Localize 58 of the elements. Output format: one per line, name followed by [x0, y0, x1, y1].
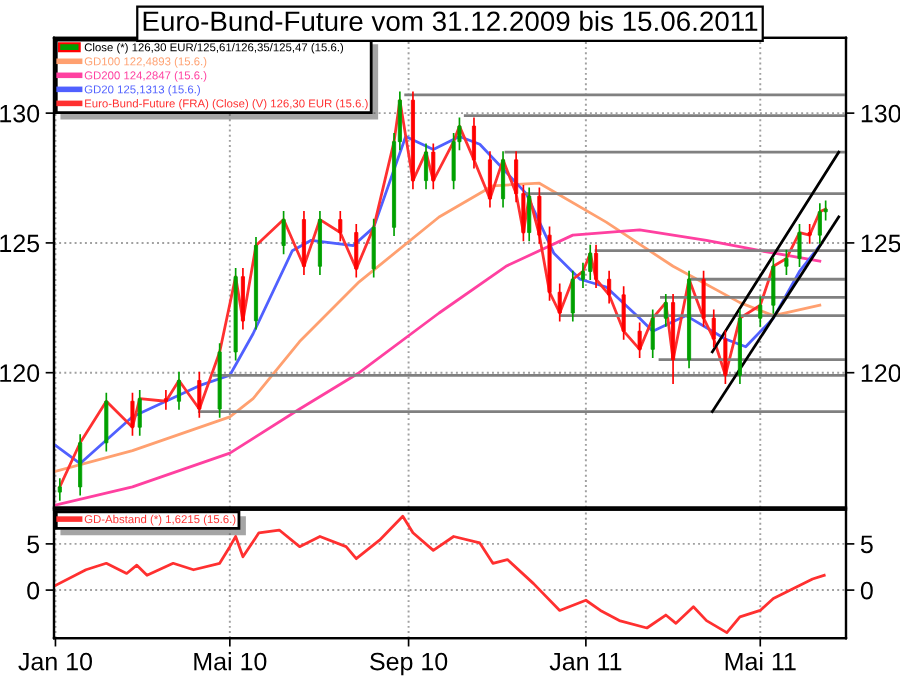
candlestick	[557, 283, 562, 322]
candlestick	[607, 270, 612, 304]
candlestick	[240, 268, 245, 330]
candlestick	[758, 296, 763, 327]
candlestick	[317, 210, 322, 275]
y2-tick-label: 125	[861, 234, 900, 253]
y-tick-label: 120	[0, 364, 40, 382]
candlestick	[797, 223, 802, 268]
candlestick	[537, 187, 542, 244]
y-tick-label: 125	[0, 234, 40, 253]
candlestick	[807, 223, 812, 244]
line-series	[54, 514, 826, 634]
candlestick	[771, 257, 776, 314]
candlestick	[723, 330, 728, 384]
candlestick	[338, 210, 343, 242]
y2-tick-label: 0	[860, 581, 873, 600]
y2-tick-label: 5	[860, 535, 873, 554]
candlestick	[137, 390, 142, 436]
candlestick	[281, 210, 286, 255]
candlestick	[431, 143, 436, 190]
candlestick	[663, 293, 668, 327]
candlestick	[817, 203, 822, 244]
candlestick	[301, 210, 306, 275]
candlestick	[784, 249, 789, 275]
candlestick	[701, 270, 706, 327]
candlestick	[130, 392, 135, 436]
x-tick-label: Jan 11	[549, 652, 622, 671]
candlestick	[588, 244, 593, 281]
x-tick-label: Mai 10	[194, 652, 267, 671]
candlestick	[570, 270, 575, 322]
candlestick	[527, 187, 532, 242]
candlestick	[501, 151, 506, 208]
y-tick-label: 5	[27, 535, 40, 554]
candlestick	[354, 223, 359, 278]
candlestick	[637, 322, 642, 358]
candlestick	[487, 151, 492, 208]
candlestick	[176, 371, 181, 410]
line-series	[54, 228, 822, 507]
x-tick-label: Jan 10	[18, 652, 93, 671]
y-tick-label: 130	[0, 104, 40, 123]
y2-tick-label: 120	[861, 364, 900, 382]
y2-tick-label: 130	[861, 104, 900, 123]
chart-title: Euro-Bund-Future vom 31.12.2009 bis 15.06.2011	[143, 10, 758, 32]
y-tick-label: 0	[27, 581, 40, 600]
candlestick	[197, 371, 202, 418]
candlestick	[163, 390, 168, 410]
candlestick	[424, 143, 429, 190]
candlestick	[78, 434, 83, 496]
x-tick-label: Mai 11	[725, 652, 796, 671]
candlestick	[650, 309, 655, 358]
candlestick	[371, 218, 376, 278]
x-tick-label: Sep 10	[370, 652, 448, 676]
candlestick	[104, 392, 109, 452]
candlestick	[621, 286, 626, 340]
candlestick	[57, 478, 62, 501]
candlestick	[711, 309, 716, 348]
candlestick	[594, 244, 599, 288]
candlestick	[471, 117, 476, 169]
